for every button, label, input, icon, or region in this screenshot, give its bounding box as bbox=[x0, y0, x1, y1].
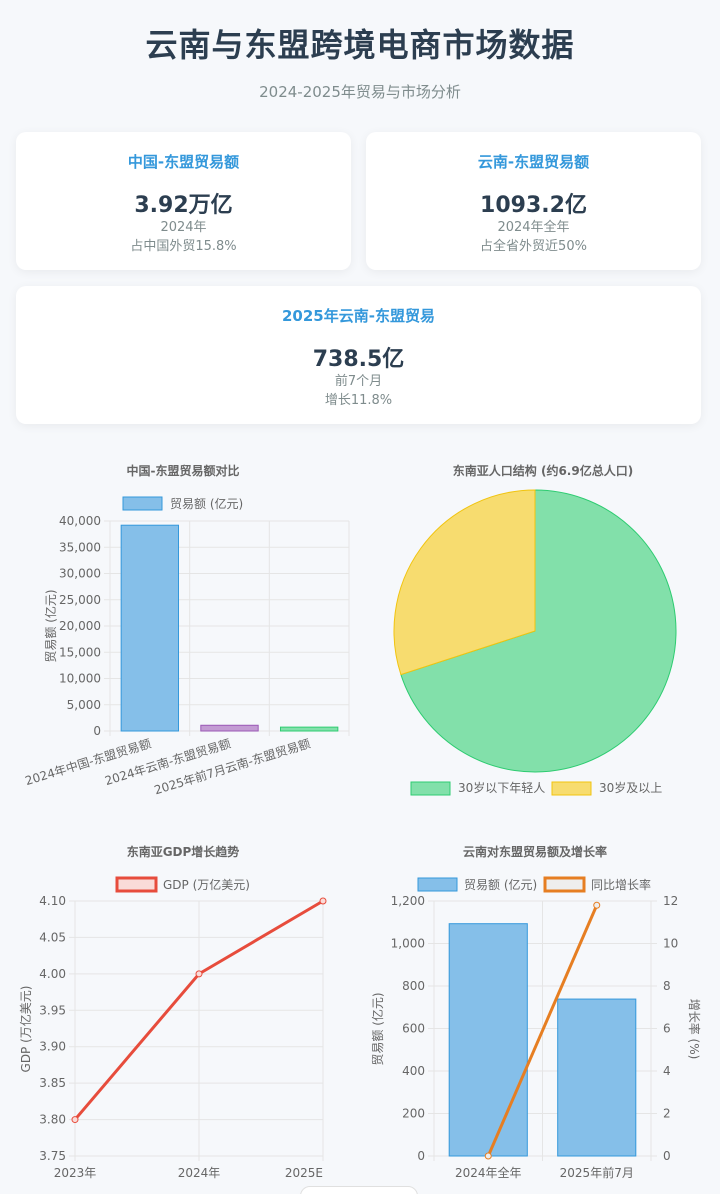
y-tick-label: 3.75 bbox=[39, 1149, 66, 1163]
y-tick-label: 600 bbox=[402, 1022, 425, 1036]
y-tick-label: 40,000 bbox=[59, 514, 101, 528]
x-tick-label: 2023年 bbox=[54, 1166, 97, 1180]
y-axis-label: 贸易额 (亿元) bbox=[43, 589, 58, 662]
y-tick-label: 10,000 bbox=[59, 672, 101, 686]
stat-card-yunnan-asean: 云南-东盟贸易额 1093.2亿 2024年全年 占全省外贸近50% bbox=[366, 132, 701, 270]
stat-card-note: 占全省外贸近50% bbox=[480, 239, 587, 254]
y-tick-label: 0 bbox=[93, 724, 101, 738]
y2-tick-label: 6 bbox=[663, 1022, 671, 1036]
y-axis-label: 贸易额 (亿元) bbox=[370, 992, 385, 1065]
y-tick-label: 3.90 bbox=[39, 1040, 66, 1054]
legend-swatch bbox=[410, 781, 451, 796]
y-tick-label: 4.10 bbox=[39, 894, 66, 908]
legend-label: 30岁及以上 bbox=[599, 780, 662, 795]
bar bbox=[557, 998, 637, 1157]
y2-tick-label: 4 bbox=[663, 1064, 671, 1078]
y2-axis-label: 增长率 (%) bbox=[687, 999, 702, 1060]
y-tick-label: 35,000 bbox=[59, 540, 101, 554]
scroll-pill[interactable] bbox=[300, 1186, 418, 1194]
stat-card-title: 云南-东盟贸易额 bbox=[477, 153, 590, 171]
y-tick-label: 20,000 bbox=[59, 619, 101, 633]
y2-tick-label: 2 bbox=[663, 1107, 671, 1121]
y-tick-label: 1,200 bbox=[391, 894, 425, 908]
x-tick-label: 2024年全年 bbox=[455, 1165, 522, 1180]
y-tick-label: 400 bbox=[402, 1064, 425, 1078]
x-tick-label: 2025年前7月 bbox=[560, 1165, 634, 1180]
x-tick-label: 2024年中国-东盟贸易额 bbox=[23, 736, 153, 789]
data-point bbox=[593, 901, 601, 909]
y-tick-label: 0 bbox=[417, 1149, 425, 1163]
y-tick-label: 15,000 bbox=[59, 645, 101, 659]
bar bbox=[448, 923, 528, 1157]
data-point bbox=[484, 1152, 492, 1160]
stat-card-note: 占中国外贸15.8% bbox=[130, 239, 237, 254]
stat-card-value: 738.5亿 bbox=[312, 347, 405, 372]
pie-slice bbox=[400, 489, 677, 773]
legend-swatch bbox=[115, 876, 158, 893]
legend-swatch bbox=[543, 876, 586, 893]
y2-tick-label: 12 bbox=[663, 894, 678, 908]
chart-title: 东南亚人口结构 (约6.9亿总人口) bbox=[453, 463, 633, 478]
y-tick-label: 4.00 bbox=[39, 967, 66, 981]
series-line bbox=[486, 904, 599, 1157]
legend-label: GDP (万亿美元) bbox=[163, 877, 250, 892]
stat-card-value: 3.92万亿 bbox=[134, 193, 233, 218]
chart-title: 中国-东盟贸易额对比 bbox=[127, 463, 240, 478]
legend-swatch bbox=[122, 496, 163, 511]
pie-slice bbox=[393, 489, 536, 676]
y2-tick-label: 8 bbox=[663, 979, 671, 993]
data-point bbox=[319, 897, 327, 905]
y2-tick-label: 0 bbox=[663, 1149, 671, 1163]
page-title: 云南与东盟跨境电商市场数据 bbox=[145, 26, 575, 64]
legend-swatch bbox=[417, 877, 458, 892]
y-tick-label: 3.85 bbox=[39, 1076, 66, 1090]
stat-card-china-asean: 中国-东盟贸易额 3.92万亿 2024年 占中国外贸15.8% bbox=[16, 132, 351, 270]
y-tick-label: 1,000 bbox=[391, 937, 425, 951]
stat-card-note: 前7个月 bbox=[334, 374, 383, 389]
legend-label: 贸易额 (亿元) bbox=[170, 496, 243, 511]
y-tick-label: 200 bbox=[402, 1107, 425, 1121]
stat-card-note: 增长11.8% bbox=[324, 393, 393, 408]
y-tick-label: 800 bbox=[402, 979, 425, 993]
bar bbox=[120, 524, 180, 732]
y-tick-label: 25,000 bbox=[59, 593, 101, 607]
stat-card-value: 1093.2亿 bbox=[480, 193, 587, 218]
y2-tick-label: 10 bbox=[663, 937, 678, 951]
data-point bbox=[71, 1116, 79, 1124]
y-tick-label: 3.95 bbox=[39, 1003, 66, 1017]
legend-label: 30岁以下年轻人 bbox=[458, 780, 545, 795]
stat-card-title: 中国-东盟贸易额 bbox=[127, 153, 240, 171]
x-tick-label: 2024年 bbox=[178, 1166, 221, 1180]
bar bbox=[200, 724, 259, 732]
chart-title: 东南亚GDP增长趋势 bbox=[127, 844, 240, 859]
y-axis-label: GDP (万亿美元) bbox=[18, 986, 33, 1073]
x-tick-label: 2025E bbox=[285, 1166, 323, 1180]
y-tick-label: 5,000 bbox=[67, 698, 101, 712]
y-tick-label: 3.80 bbox=[39, 1113, 66, 1127]
legend-label: 贸易额 (亿元) bbox=[464, 877, 537, 892]
y-tick-label: 30,000 bbox=[59, 567, 101, 581]
legend-label: 同比增长率 bbox=[591, 877, 651, 892]
bar bbox=[279, 726, 339, 732]
page-subtitle: 2024-2025年贸易与市场分析 bbox=[259, 83, 461, 101]
y-tick-label: 4.05 bbox=[39, 930, 66, 944]
stat-card-note: 2024年 bbox=[160, 220, 207, 235]
data-point bbox=[195, 970, 203, 978]
stat-card-2025-yunnan-asean: 2025年云南-东盟贸易 738.5亿 前7个月 增长11.8% bbox=[16, 286, 701, 424]
chart-title: 云南对东盟贸易额及增长率 bbox=[463, 844, 607, 859]
stat-card-title: 2025年云南-东盟贸易 bbox=[282, 307, 435, 325]
legend-swatch bbox=[551, 781, 592, 796]
stat-card-note: 2024年全年 bbox=[497, 220, 570, 235]
